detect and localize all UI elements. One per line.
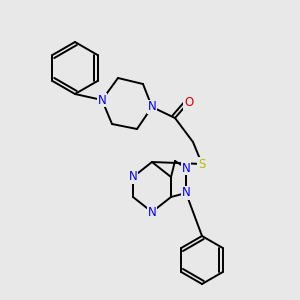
Text: N: N [148, 206, 156, 218]
Text: O: O [184, 97, 194, 110]
Text: N: N [182, 161, 190, 175]
Text: S: S [198, 158, 206, 170]
Text: N: N [182, 187, 190, 200]
Text: N: N [129, 170, 137, 184]
Text: N: N [98, 94, 106, 106]
Text: N: N [148, 100, 156, 113]
